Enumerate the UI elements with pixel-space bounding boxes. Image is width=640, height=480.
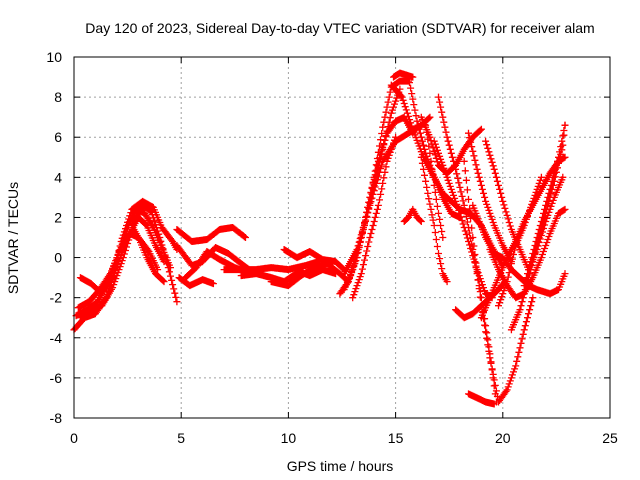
series-sat-39 [390,69,417,81]
y-tick-label: 6 [54,129,62,145]
series-sat-38 [495,173,545,310]
y-tick-label: 4 [54,169,62,185]
y-tick-labels: -8 -6 -4 -2 0 2 4 6 8 10 [46,49,62,426]
x-tick-label: 5 [177,430,185,446]
series-sat-24 [422,121,447,241]
marker-track [465,390,498,408]
y-tick-label: 8 [54,89,62,105]
y-axis-title: SDTVAR / TECUs [5,182,21,294]
series-sat-11 [220,258,322,274]
y-tick-label: -6 [50,370,63,386]
series-sat-05 [76,197,181,298]
y-tick-label: -8 [50,410,63,426]
series-sat-13 [267,260,352,290]
data-markers [70,69,569,408]
marker-track [495,173,545,310]
series-sat-31 [465,390,498,408]
marker-track [128,201,181,306]
marker-track [220,258,322,274]
marker-track [422,121,447,241]
series-sat-07 [173,224,249,245]
x-tick-label: 20 [495,430,511,446]
series-sat-06 [128,201,181,306]
x-tick-label: 10 [281,430,297,446]
series-sat-14 [280,246,348,274]
x-tick-label: 25 [602,430,618,446]
series-sat-29 [460,157,537,406]
plot-frame [73,56,611,419]
x-tick-labels: 0 5 10 15 20 25 [70,430,618,446]
series-sat-25 [417,153,451,286]
x-tick-label: 15 [388,430,404,446]
x-axis-title: GPS time / hours [287,458,394,474]
y-tick-label: 0 [54,250,62,266]
y-tick-label: 2 [54,209,62,225]
marker-track [76,197,181,298]
marker-track [400,205,425,225]
marker-track [520,121,569,290]
y-tick-label: 10 [46,49,62,65]
marker-track [173,224,249,245]
y-tick-label: -2 [50,290,63,306]
marker-track [417,153,451,286]
y-tick-label: -4 [50,330,63,346]
x-tick-label: 0 [70,430,78,446]
series-sat-10 [175,274,217,290]
chart-title: Day 120 of 2023, Sidereal Day-to-day VTE… [85,20,594,36]
marker-track [267,260,352,290]
marker-track [390,69,417,81]
marker-track [460,157,537,406]
series-sat-23 [400,205,425,225]
series-sat-37 [520,121,569,290]
marker-track [175,274,217,290]
marker-track [280,246,348,274]
